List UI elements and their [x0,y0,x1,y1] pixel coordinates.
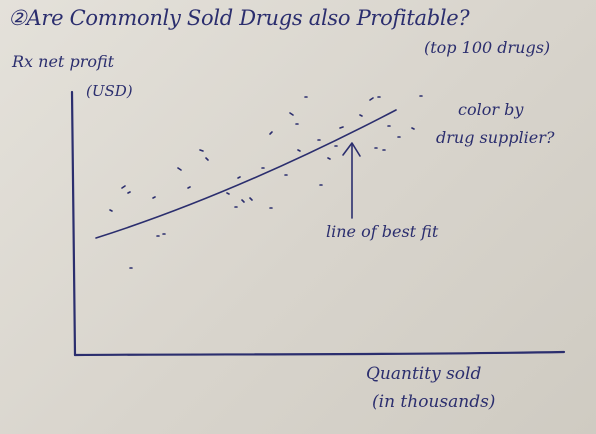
scatter-point [177,167,182,171]
arrow-head [342,142,361,157]
scatter-point [226,192,230,195]
best-fit-annotation: line of best fit [326,222,439,241]
y-axis [70,90,77,357]
scatter-points [109,95,423,269]
scatter-point [121,185,126,189]
scatter-point [199,149,204,152]
page-title: ②Are Commonly Sold Drugs also Profitable… [8,6,470,30]
x-axis-label: Quantity sold [366,364,482,384]
scatter-point [327,157,331,160]
y-axis-unit: (USD) [86,82,133,100]
y-axis-label: Rx net profit [12,52,115,71]
best-fit-line [95,109,397,239]
scatter-point [237,176,241,179]
scatter-point [187,186,191,189]
scatter-point [411,127,415,130]
scatter-point [369,97,374,101]
note-line-2: drug supplier? [436,128,555,147]
scatter-point [152,196,156,199]
subtitle: (top 100 drugs) [424,38,551,57]
x-axis-unit: (in thousands) [372,392,496,412]
scatter-point [339,126,344,129]
scatter-point [249,197,253,201]
x-axis [73,350,566,357]
scatter-point [241,199,245,203]
note-line-1: color by [458,100,524,119]
scatter-point [359,114,363,117]
scatter-point [109,209,113,212]
scatter-point [289,112,294,116]
scatter-point [205,157,209,161]
scatter-point [127,191,131,194]
scatter-point [269,131,273,135]
scatter-point [297,149,301,152]
